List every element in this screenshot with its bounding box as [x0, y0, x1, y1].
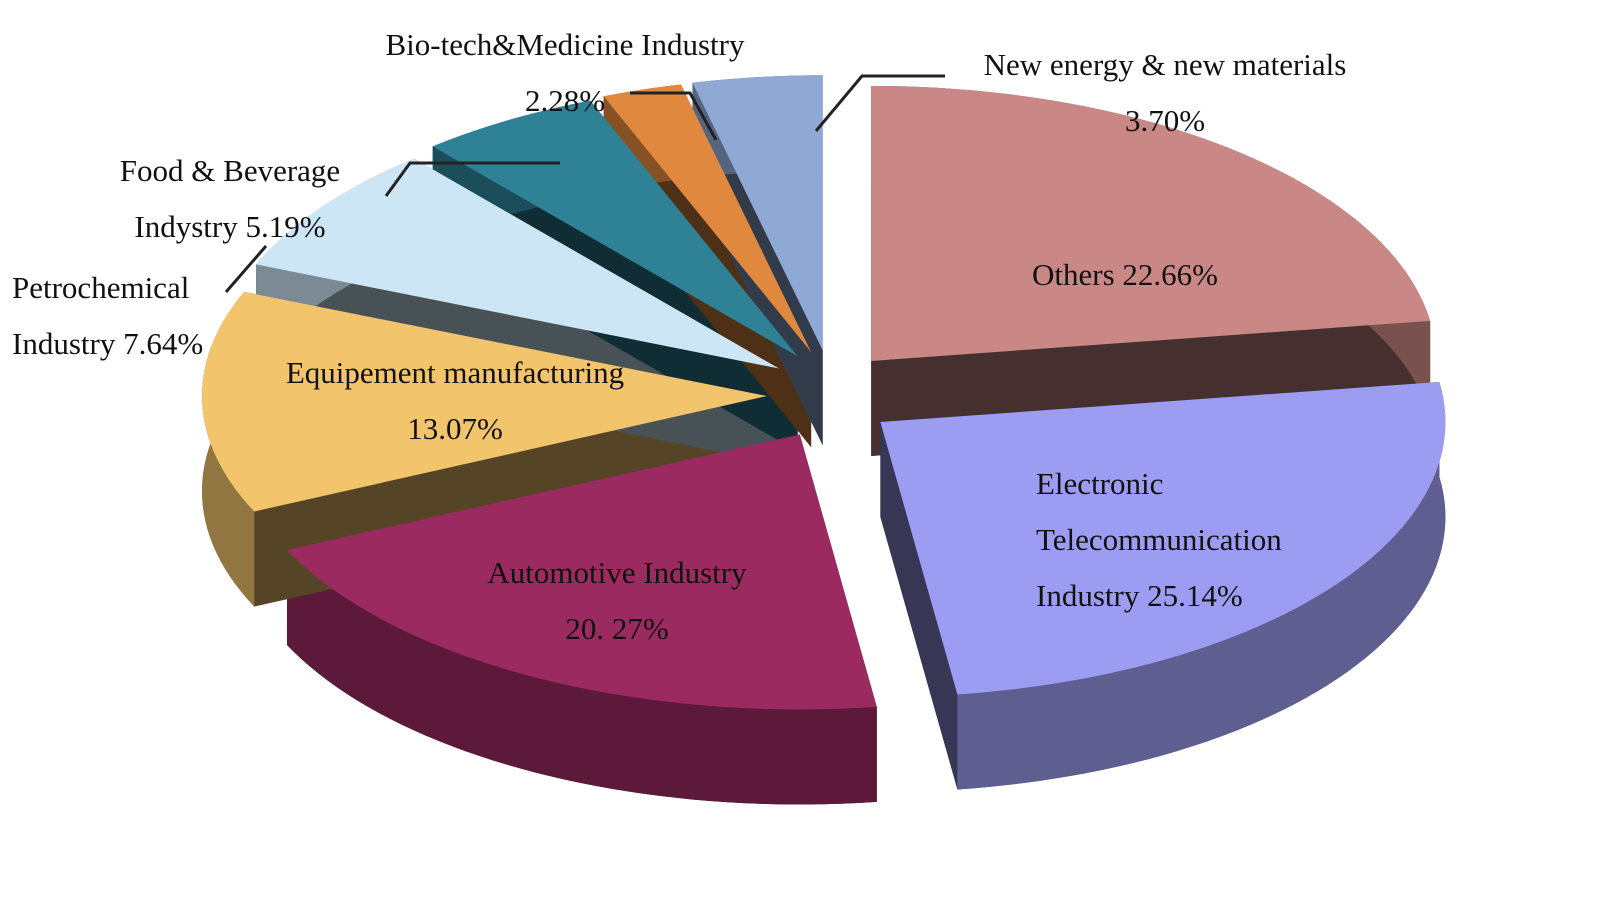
- value-label: 5.19%: [246, 209, 326, 244]
- value-label: 7.64%: [123, 326, 203, 361]
- slice-label: New energy & new materials 3.70%: [940, 37, 1390, 149]
- slice-label: Bio-tech&Medicine Industry 2.28%: [340, 17, 790, 129]
- slice-label: Others 22.66%: [925, 247, 1325, 303]
- value-label: 2.28%: [340, 73, 790, 129]
- value-label: 22.66%: [1122, 257, 1218, 292]
- slice-label: Food & Beverage Indystry 5.19%: [90, 143, 370, 255]
- category-label: Bio-tech&Medicine Industry: [386, 27, 745, 62]
- category-label: Automotive Industry: [487, 555, 746, 590]
- slice-label: Automotive Industry 20. 27%: [447, 545, 787, 657]
- value-label: 20. 27%: [447, 601, 787, 657]
- category-label: New energy & new materials: [984, 47, 1347, 82]
- slice-label: Electronic Telecommunication Industry 25…: [1036, 456, 1356, 624]
- slice-label: Petrochemical Industry 7.64%: [12, 260, 252, 372]
- category-label: Others: [1032, 257, 1115, 292]
- category-label: Equipement manufacturing: [286, 355, 624, 390]
- value-label: 13.07%: [245, 401, 665, 457]
- value-label: 25.14%: [1147, 578, 1243, 613]
- value-label: 3.70%: [940, 93, 1390, 149]
- slice-label: Equipement manufacturing 13.07%: [245, 345, 665, 457]
- page: {"chart_data": {"type": "pie3d", "catego…: [0, 0, 1616, 901]
- chart: Others 22.66% Electronic Telecommunicatio…: [0, 0, 1616, 901]
